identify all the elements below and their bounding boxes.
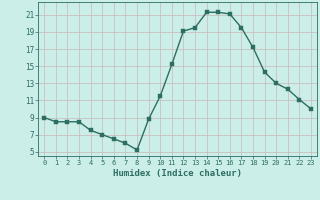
- X-axis label: Humidex (Indice chaleur): Humidex (Indice chaleur): [113, 169, 242, 178]
